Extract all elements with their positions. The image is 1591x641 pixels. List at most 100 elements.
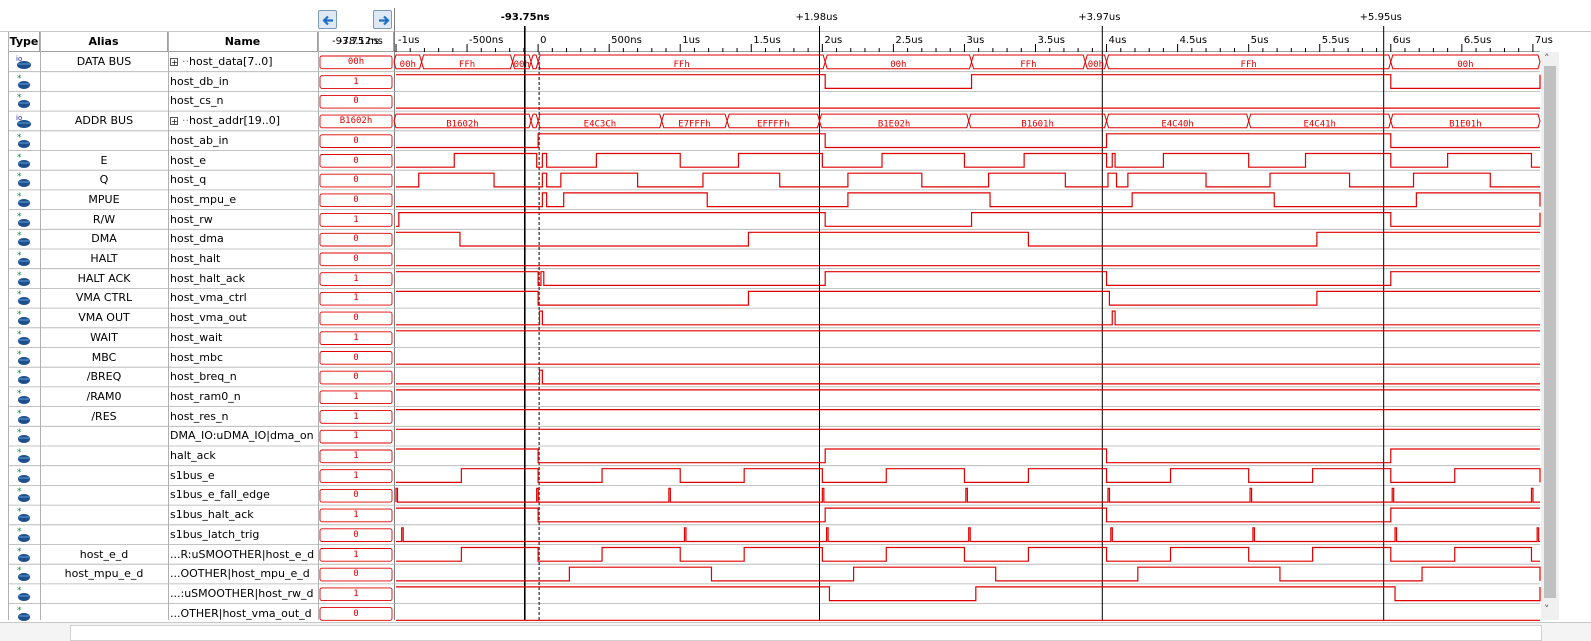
signal-waveform bbox=[396, 527, 1540, 543]
type-column-header[interactable]: Type bbox=[8, 32, 40, 52]
signal-name-text: host_ram0_n bbox=[170, 389, 241, 403]
value-cell-outline bbox=[319, 429, 393, 444]
expand-bus-icon[interactable]: + bbox=[170, 58, 178, 67]
input-icon: * bbox=[14, 506, 34, 524]
signal-name[interactable]: ...:uSMOOTHER|host_rw_d bbox=[170, 584, 317, 604]
time-tick-label: 3.5us bbox=[1037, 35, 1065, 46]
time-tick-label: 0 bbox=[540, 35, 547, 46]
signal-name-text: host_mbc bbox=[170, 350, 223, 364]
svg-text:*: * bbox=[17, 428, 22, 438]
signal-waveform bbox=[396, 152, 1540, 168]
time-tick-label: 5us bbox=[1250, 35, 1269, 46]
value-cell-outline bbox=[319, 390, 393, 405]
signal-name[interactable]: host_rw bbox=[170, 210, 317, 230]
signal-name-text: DMA_IO:uDMA_IO|dma_on bbox=[170, 429, 314, 443]
signal-alias: DMA bbox=[91, 232, 117, 246]
input-icon: * bbox=[14, 368, 34, 386]
signal-name[interactable]: host_halt bbox=[170, 249, 317, 269]
value-cell-outline bbox=[319, 291, 393, 306]
signal-waveform bbox=[396, 448, 1540, 464]
input-icon: * bbox=[14, 486, 34, 504]
value-cell-outline bbox=[319, 55, 393, 70]
signal-name[interactable]: host_mpu_e bbox=[170, 190, 317, 210]
signal-name[interactable]: host_breq_n bbox=[170, 367, 317, 387]
signal-name[interactable]: ...R:uSMOOTHER|host_e_d bbox=[170, 545, 317, 565]
signal-value: 0 bbox=[353, 352, 359, 363]
signal-name[interactable]: s1bus_e bbox=[170, 466, 317, 486]
signal-name[interactable]: host_e bbox=[170, 151, 317, 171]
value-cell-outline bbox=[319, 370, 393, 385]
scroll-up-icon[interactable]: ˄ bbox=[1544, 52, 1550, 65]
signal-alias: ADDR BUS bbox=[74, 114, 134, 128]
input-icon: * bbox=[14, 152, 34, 170]
signal-name[interactable]: host_vma_ctrl bbox=[170, 288, 317, 308]
signal-name[interactable]: s1bus_e_fall_edge bbox=[170, 485, 317, 505]
tree-connector: ·· bbox=[182, 55, 189, 68]
signal-name[interactable]: ...OOTHER|host_mpu_e_d bbox=[170, 564, 317, 584]
signal-name-text: host_vma_ctrl bbox=[170, 291, 247, 305]
signal-name[interactable]: host_db_in bbox=[170, 72, 317, 92]
signal-name[interactable]: s1bus_latch_trig bbox=[170, 525, 317, 545]
signal-name[interactable]: host_wait bbox=[170, 328, 317, 348]
svg-text:*: * bbox=[17, 231, 22, 241]
input-icon: * bbox=[14, 605, 34, 623]
expand-bus-icon[interactable]: + bbox=[170, 117, 178, 127]
signal-name[interactable]: ...OTHER|host_vma_out_d bbox=[170, 604, 317, 624]
signal-name[interactable]: s1bus_halt_ack bbox=[170, 505, 317, 525]
name-column-header[interactable]: Name bbox=[168, 32, 318, 52]
signal-waveform bbox=[396, 212, 1541, 227]
signal-name[interactable]: host_cs_n bbox=[170, 91, 317, 111]
signal-name[interactable]: host_halt_ack bbox=[170, 269, 317, 289]
signal-name-text: s1bus_e bbox=[170, 468, 215, 482]
next-transition-button[interactable] bbox=[373, 10, 392, 29]
signal-name[interactable]: host_dma bbox=[170, 229, 317, 249]
bottom-input-field[interactable] bbox=[70, 625, 1542, 641]
prev-transition-button[interactable] bbox=[318, 10, 337, 29]
time-tick-label: 6us bbox=[1392, 35, 1411, 46]
signal-alias: MBC bbox=[91, 350, 117, 364]
signal-value: 1 bbox=[353, 470, 359, 481]
signal-name[interactable]: host_vma_out bbox=[170, 308, 317, 328]
signal-name-text: host_db_in bbox=[170, 74, 229, 88]
bus-segment-value: E7FFFh bbox=[678, 119, 711, 129]
vertical-scrollbar[interactable]: ˄ ˅ bbox=[1541, 52, 1559, 620]
signal-alias: R/W bbox=[92, 212, 116, 226]
signal-value: 1 bbox=[353, 391, 359, 402]
signal-value: 0 bbox=[353, 569, 359, 580]
scroll-down-icon[interactable]: ˅ bbox=[1544, 603, 1550, 616]
input-icon: * bbox=[14, 546, 34, 564]
signal-name-text: host_e bbox=[170, 153, 207, 167]
signal-name[interactable]: host_q bbox=[170, 170, 317, 190]
value-header-overlap-time: -78.12ns bbox=[339, 36, 383, 47]
svg-text:*: * bbox=[17, 547, 22, 557]
signal-name[interactable]: host_ab_in bbox=[170, 131, 317, 151]
time-tick-label: 4us bbox=[1108, 35, 1127, 46]
signal-alias: VMA OUT bbox=[78, 311, 130, 325]
signal-name[interactable]: host_mbc bbox=[170, 348, 317, 368]
value-column-header[interactable]: -93.75 ns bbox=[318, 32, 394, 52]
alias-column-header[interactable]: Alias bbox=[40, 32, 168, 52]
signal-name[interactable]: host_ram0_n bbox=[170, 387, 317, 407]
signal-value: 0 bbox=[353, 608, 359, 619]
svg-text:*: * bbox=[17, 271, 22, 281]
signal-name[interactable]: halt_ack bbox=[170, 446, 317, 466]
signal-name[interactable]: host_res_n bbox=[170, 407, 317, 427]
svg-text:*: * bbox=[17, 369, 22, 379]
svg-text:*: * bbox=[17, 566, 22, 576]
signal-name-text: host_cs_n bbox=[170, 94, 224, 108]
signal-value: 1 bbox=[353, 214, 359, 225]
signal-alias: HALT ACK bbox=[77, 271, 131, 285]
bus-segment-value: 00h bbox=[1088, 60, 1104, 70]
bus-segment-value: 00h bbox=[1457, 60, 1473, 70]
value-cell-outline bbox=[319, 488, 393, 503]
signal-alias: WAIT bbox=[90, 330, 118, 344]
signal-value: 0 bbox=[353, 490, 359, 501]
bus-segment-value: B1601h bbox=[1021, 119, 1054, 129]
signal-name[interactable]: + ··host_addr[19..0] bbox=[170, 111, 317, 131]
signal-name[interactable]: + ··host_data[7..0] bbox=[170, 52, 317, 72]
signal-name[interactable]: DMA_IO:uDMA_IO|dma_on bbox=[170, 426, 317, 446]
scrollbar-thumb[interactable] bbox=[1544, 66, 1556, 598]
signal-value: 0 bbox=[353, 155, 359, 166]
